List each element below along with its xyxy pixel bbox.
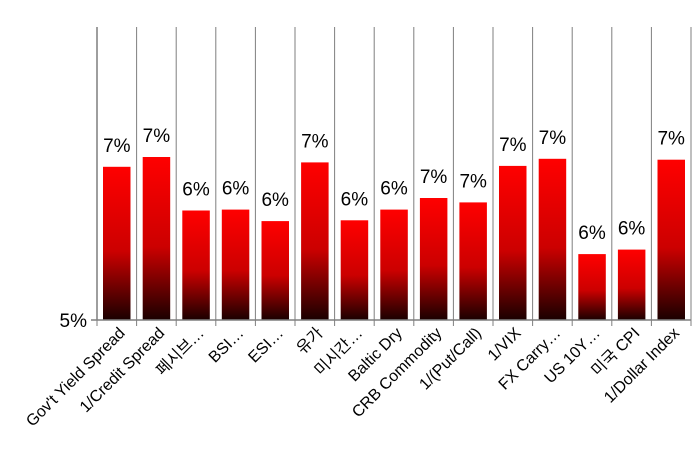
bar-6	[340, 220, 369, 320]
data-label-4: 6%	[261, 190, 289, 211]
bar-7	[380, 209, 408, 320]
bar-2	[182, 210, 210, 320]
data-label-9: 7%	[459, 171, 487, 192]
bar-12	[578, 254, 606, 320]
bars-layer	[103, 157, 685, 320]
axis-layer	[91, 27, 692, 326]
bar-14	[657, 159, 685, 320]
bar-11	[538, 158, 567, 320]
data-label-11: 7%	[539, 128, 567, 149]
bar-8	[419, 198, 448, 320]
bar-5	[301, 162, 329, 320]
data-label-13: 6%	[618, 219, 646, 240]
bar-4	[261, 221, 289, 320]
data-label-10: 7%	[499, 135, 527, 156]
bar-3	[221, 209, 250, 320]
data-label-7: 6%	[380, 179, 408, 200]
category-label-3: BSI…	[206, 325, 248, 367]
data-label-1: 7%	[143, 126, 171, 147]
category-label-4: ESI…	[245, 325, 287, 367]
data-label-8: 7%	[420, 167, 448, 188]
data-label-0: 7%	[103, 136, 131, 157]
bar-9	[459, 202, 487, 320]
data-label-12: 6%	[578, 223, 606, 244]
bar-10	[499, 165, 527, 320]
data-label-5: 7%	[301, 131, 329, 152]
bar-0	[103, 166, 131, 320]
data-label-3: 6%	[222, 179, 250, 200]
bar-13	[617, 249, 646, 320]
data-label-14: 7%	[657, 129, 685, 150]
category-label-5: 유가	[293, 324, 327, 358]
y-tick-label-0: 5%	[60, 311, 88, 332]
data-label-6: 6%	[341, 189, 369, 210]
bar-1	[142, 157, 171, 320]
data-label-2: 6%	[182, 180, 210, 201]
